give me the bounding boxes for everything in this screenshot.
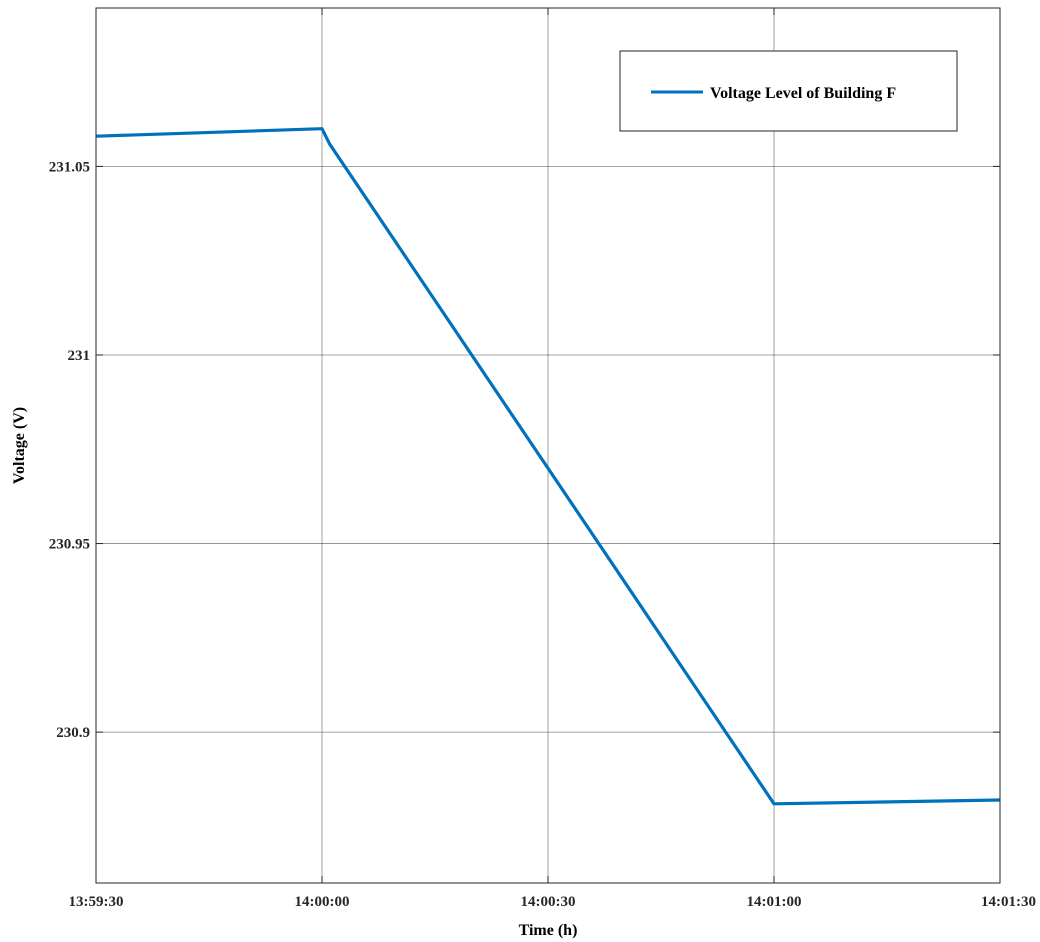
legend: Voltage Level of Building F [619,50,958,132]
y-axis-label: Voltage (V) [11,407,28,484]
y-axis-ticks: 230.9 230.95 231 231.05 [49,159,1000,741]
y-tick-label: 230.9 [56,725,90,741]
series-line [95,127,1001,806]
legend-label: Voltage Level of Building F [710,85,896,102]
y-tick-label: 230.95 [49,537,90,553]
x-tick-label: 14:00:00 [295,894,350,910]
x-tick-label: 14:01:30 [981,894,1036,910]
series-layer [95,127,1001,806]
x-axis-ticks: 13:59:30 14:00:00 14:00:30 14:01:00 14:01:30 [69,8,1036,910]
x-tick-label: 14:01:00 [747,894,802,910]
y-tick-label: 231 [68,348,91,364]
x-tick-label: 14:00:30 [521,894,576,910]
x-tick-label: 13:59:30 [69,894,124,910]
y-tick-label: 231.05 [49,159,90,175]
x-axis-label: Time (h) [519,922,578,939]
